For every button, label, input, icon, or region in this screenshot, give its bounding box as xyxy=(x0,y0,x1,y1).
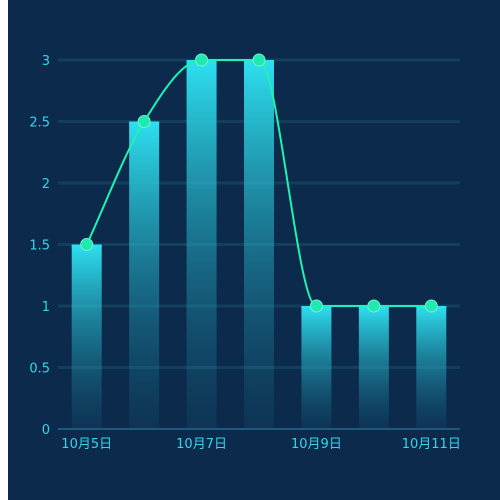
x-tick-label: 10月9日 xyxy=(291,437,342,452)
line-markers xyxy=(80,53,438,313)
bar-10月11日 xyxy=(416,306,447,429)
bar-10月7日 xyxy=(186,60,217,429)
bar-10月9日 xyxy=(301,306,332,429)
bar-10月5日 xyxy=(71,244,102,429)
y-tick-label: 2 xyxy=(42,177,50,192)
x-tick-label: 10月7日 xyxy=(176,437,227,452)
line-point-10月11日 xyxy=(424,299,438,313)
line-point-10月9日 xyxy=(309,299,323,313)
line-point-10月7日 xyxy=(195,53,209,67)
y-tick-label: 1.5 xyxy=(29,239,50,254)
line-point-10月5日 xyxy=(80,238,94,251)
y-tick-label: 0.5 xyxy=(29,362,50,377)
y-tick-label: 3 xyxy=(42,54,50,69)
bar-10月10日 xyxy=(358,306,389,429)
bar-line-chart: 0 0.5 1 1.5 2 2.5 3 10月5日 10月7日 10月9日 10月11日 xyxy=(29,53,461,452)
bar-10月6日 xyxy=(129,121,160,429)
line-point-10月10日 xyxy=(367,299,381,313)
chart-panel: 0 0.5 1 1.5 2 2.5 3 10月5日 10月7日 10月9日 10月11日 xyxy=(8,0,500,500)
y-axis-tick-labels: 0 0.5 1 1.5 2 2.5 3 xyxy=(29,54,50,438)
line-point-10月8日 xyxy=(252,53,266,67)
y-tick-label: 1 xyxy=(42,300,50,315)
x-tick-label: 10月5日 xyxy=(61,437,112,452)
x-tick-label: 10月11日 xyxy=(402,437,461,452)
bar-10月8日 xyxy=(244,60,274,429)
y-tick-label: 0 xyxy=(42,423,50,438)
y-tick-label: 2.5 xyxy=(29,116,50,131)
x-axis-tick-labels: 10月5日 10月7日 10月9日 10月11日 xyxy=(61,437,461,452)
line-point-10月6日 xyxy=(137,115,151,128)
